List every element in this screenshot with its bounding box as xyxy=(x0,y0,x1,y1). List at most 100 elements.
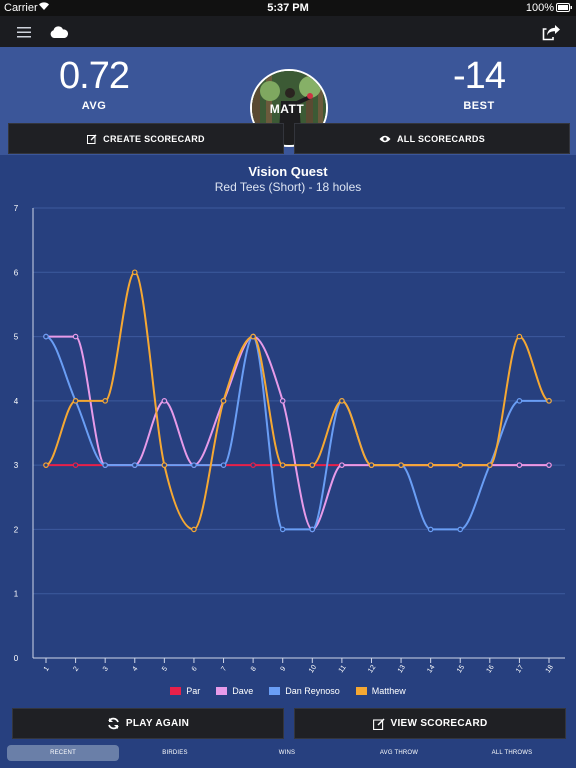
best-value: -14 xyxy=(453,55,506,97)
data-point-par xyxy=(72,462,79,468)
x-tick-label: 8 xyxy=(250,665,258,672)
tab-all-throws[interactable]: ALL THROWS xyxy=(491,750,533,756)
data-point-matthew xyxy=(516,333,523,340)
y-tick-label: 5 xyxy=(14,333,19,342)
data-point-dan-reynoso xyxy=(191,462,197,468)
clock: 5:37 PM xyxy=(267,2,309,14)
data-point-dan-reynoso xyxy=(516,398,523,404)
legend-item: Dave xyxy=(216,686,253,696)
data-point-dave xyxy=(279,398,286,404)
best-label: BEST xyxy=(463,100,495,112)
x-tick-label: 9 xyxy=(279,665,287,672)
y-tick-label: 3 xyxy=(14,461,19,470)
legend-label: Par xyxy=(186,686,201,696)
data-point-matthew xyxy=(427,462,434,468)
x-tick-label: 11 xyxy=(338,664,348,674)
data-point-matthew xyxy=(398,462,404,468)
data-point-matthew xyxy=(279,462,286,468)
avg-label: AVG xyxy=(81,100,107,112)
x-tick-label: 18 xyxy=(545,664,555,674)
tab-wins[interactable]: WINS xyxy=(278,750,296,756)
data-point-matthew xyxy=(368,462,375,468)
x-tick-label: 17 xyxy=(515,664,525,674)
data-point-matthew xyxy=(72,398,79,404)
legend-swatch xyxy=(355,687,367,695)
data-point-matthew xyxy=(43,462,49,468)
course-title: Vision Quest xyxy=(248,164,328,179)
series-line-matthew xyxy=(45,271,550,531)
data-point-dan-reynoso xyxy=(427,526,434,533)
data-point-dave xyxy=(516,462,523,468)
create-scorecard-button[interactable]: CREATE SCORECARD xyxy=(8,123,284,154)
legend-label: Dan Reynoso xyxy=(285,686,340,696)
x-tick-label: 1 xyxy=(43,665,51,672)
tab-recent[interactable]: RECENT xyxy=(7,745,119,761)
avg-value: 0.72 xyxy=(59,55,130,97)
edit-icon xyxy=(372,717,385,730)
y-tick-label: 2 xyxy=(14,525,19,534)
x-tick-label: 14 xyxy=(426,664,436,674)
x-tick-label: 5 xyxy=(161,665,169,672)
data-point-dan-reynoso xyxy=(279,526,286,533)
x-tick-label: 15 xyxy=(456,664,466,674)
eye-icon xyxy=(379,135,391,142)
x-tick-label: 6 xyxy=(191,665,199,672)
x-tick-label: 12 xyxy=(367,664,377,674)
share-icon[interactable] xyxy=(540,22,562,42)
all-scorecards-label: ALL SCORECARDS xyxy=(396,133,486,144)
x-tick-label: 3 xyxy=(102,665,110,672)
all-scorecards-button[interactable]: ALL SCORECARDS xyxy=(294,123,570,154)
data-point-dan-reynoso xyxy=(220,462,227,468)
edit-icon xyxy=(87,134,97,144)
x-tick-label: 4 xyxy=(132,665,140,672)
y-tick-label: 6 xyxy=(14,268,19,277)
data-point-dave xyxy=(72,333,79,340)
legend-item: Par xyxy=(170,686,200,696)
data-point-dan-reynoso xyxy=(43,333,49,340)
play-again-button[interactable]: PLAY AGAIN xyxy=(12,708,284,739)
legend-item: Dan Reynoso xyxy=(269,686,340,696)
series-line-dan-reynoso xyxy=(45,335,550,531)
data-point-dan-reynoso xyxy=(102,462,108,468)
data-point-matthew xyxy=(102,398,108,404)
tab-birdies[interactable]: BIRDIES xyxy=(162,750,188,756)
cloud-icon[interactable] xyxy=(48,24,70,40)
status-bar: Carrier 5:37 PM 100% xyxy=(0,0,576,16)
legend-swatch xyxy=(269,687,281,695)
data-point-matthew xyxy=(546,398,552,404)
tab-bar: RECENT BIRDIES WINS AVG THROW ALL THROWS xyxy=(0,740,576,768)
play-again-label: PLAY AGAIN xyxy=(125,718,190,729)
data-point-dan-reynoso xyxy=(131,462,138,468)
course-subtitle: Red Tees (Short) - 18 holes xyxy=(214,180,362,194)
view-scorecard-button[interactable]: VIEW SCORECARD xyxy=(294,708,566,739)
data-point-matthew xyxy=(161,462,168,468)
battery-label: 100% xyxy=(525,2,554,14)
tab-avg-throw[interactable]: AVG THROW xyxy=(379,750,419,756)
series-line-dave xyxy=(46,335,549,531)
x-tick-label: 16 xyxy=(485,664,495,674)
legend-swatch xyxy=(216,687,228,695)
data-point-matthew xyxy=(339,398,345,404)
y-tick-label: 0 xyxy=(14,654,19,663)
x-tick-label: 10 xyxy=(308,664,318,674)
legend-item: Matthew xyxy=(355,686,406,696)
data-point-matthew xyxy=(220,398,227,404)
player-name: MATT xyxy=(269,102,305,116)
hamburger-icon[interactable] xyxy=(14,24,34,40)
x-tick-label: 2 xyxy=(72,665,80,672)
data-point-dave xyxy=(546,462,552,468)
data-point-matthew xyxy=(250,333,256,340)
data-point-matthew xyxy=(309,462,316,468)
data-point-matthew xyxy=(487,462,493,468)
y-tick-label: 4 xyxy=(14,397,19,406)
data-point-dave xyxy=(339,462,345,468)
carrier-label: Carrier xyxy=(4,2,38,14)
data-point-dan-reynoso xyxy=(309,526,316,533)
create-scorecard-label: CREATE SCORECARD xyxy=(103,133,205,144)
view-scorecard-label: VIEW SCORECARD xyxy=(390,718,488,729)
y-tick-label: 1 xyxy=(14,590,19,599)
y-tick-label: 7 xyxy=(14,204,19,213)
battery-icon xyxy=(556,3,572,15)
stats-panel: 0.72 AVG -14 BEST MATT xyxy=(0,47,576,155)
